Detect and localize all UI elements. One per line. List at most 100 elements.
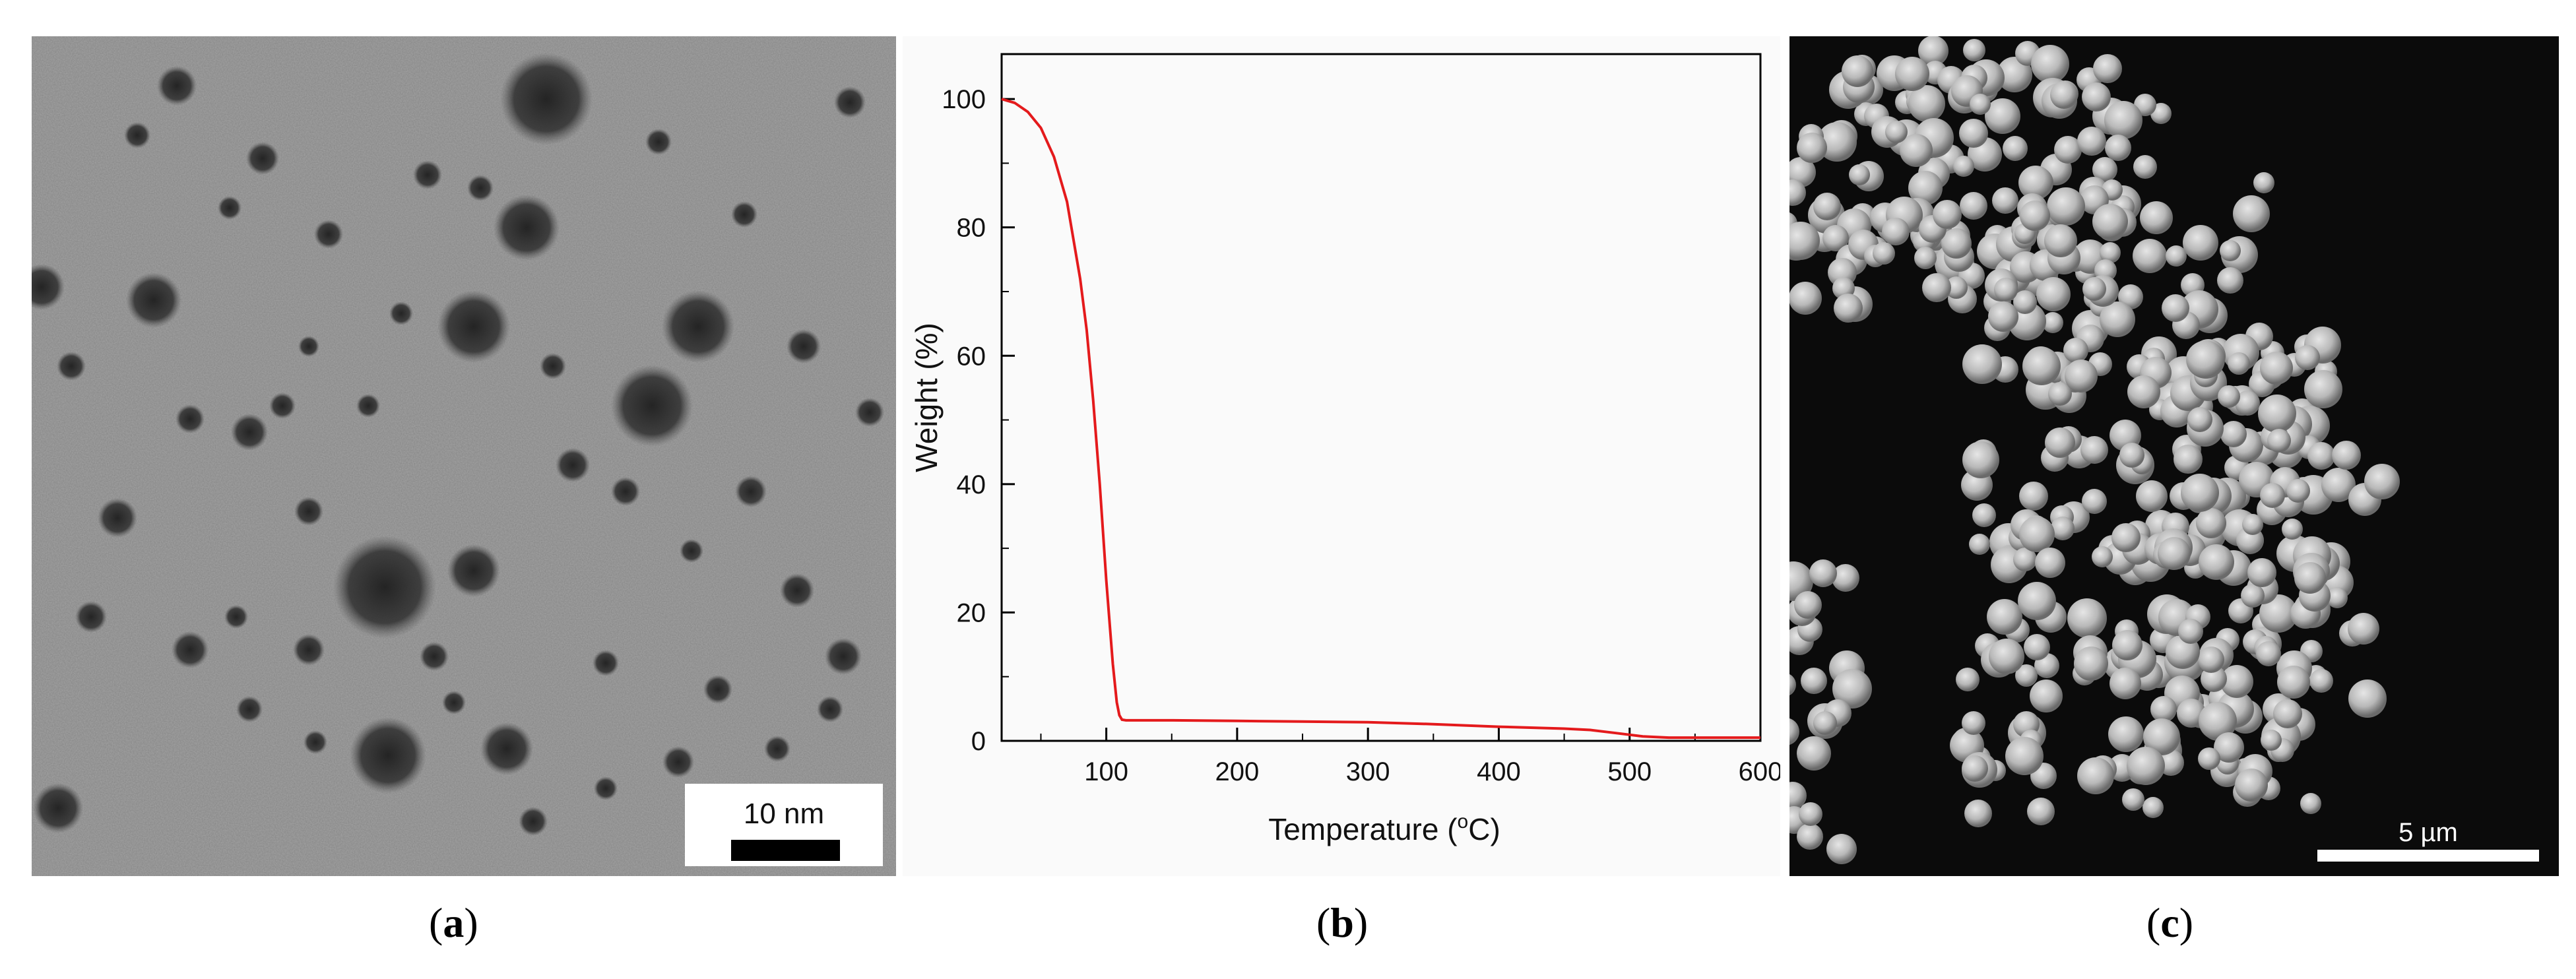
sem-particle	[2077, 757, 2114, 794]
sem-particle	[2111, 523, 2141, 552]
sem-particle	[2220, 665, 2253, 698]
sem-particle	[1789, 782, 1807, 809]
sem-particle	[2198, 747, 2220, 770]
sem-particle	[2332, 441, 2361, 470]
x-tick-label: 500	[1607, 757, 1652, 786]
sem-particle	[2220, 421, 2247, 447]
nanoparticle	[126, 272, 181, 328]
sem-particle	[2300, 793, 2321, 814]
y-tick-label: 100	[942, 85, 986, 114]
sem-particle	[1809, 559, 1837, 587]
x-tick-label: 300	[1346, 757, 1390, 786]
sem-particle	[2235, 391, 2260, 416]
sem-particle	[2260, 483, 2285, 508]
sem-particle	[2127, 747, 2165, 785]
panel-label-b: (b)	[1316, 899, 1368, 946]
y-tick-label: 60	[957, 342, 986, 371]
y-tick-label: 80	[957, 214, 986, 243]
sem-particle	[2309, 669, 2333, 693]
sem-particle	[2348, 679, 2387, 718]
nanoparticle	[124, 122, 150, 148]
sem-particle	[2100, 242, 2121, 263]
chart-background	[903, 36, 1780, 876]
sem-particle	[2003, 136, 2028, 161]
sem-particle	[2080, 436, 2108, 464]
x-tick-label: 400	[1477, 757, 1521, 786]
sem-particle	[2005, 737, 2044, 775]
sem-particle	[2187, 407, 2212, 432]
sem-particle	[2063, 338, 2088, 363]
sem-particle	[1801, 668, 1827, 694]
nanoparticle	[298, 336, 319, 357]
sem-particle	[2140, 201, 2173, 234]
x-tick-label: 100	[1084, 757, 1128, 786]
sem-particle	[2282, 519, 2303, 540]
nanoparticle	[480, 722, 533, 775]
sem-particle	[2241, 584, 2265, 608]
sem-scale-bar	[2317, 850, 2539, 862]
sem-particle	[2181, 474, 2219, 512]
nanoparticle	[269, 393, 296, 419]
sem-particle	[2295, 345, 2320, 370]
sem-particle	[2199, 544, 2234, 580]
sem-scale-bar-label: 5 µm	[2399, 818, 2458, 847]
tga-chart: 100 200 300 400 500 600 0 20 40 60 80 100 Temperatu…	[903, 36, 1780, 876]
sem-particle	[2048, 382, 2072, 406]
y-tick-label: 20	[957, 598, 986, 627]
nanoparticle	[442, 691, 466, 714]
sem-particle	[1922, 273, 1951, 302]
nanoparticle	[413, 160, 442, 189]
sem-particle	[2051, 517, 2075, 540]
nanoparticle	[333, 536, 436, 639]
sem-particle	[2104, 101, 2142, 139]
sem-particle	[2045, 427, 2075, 458]
nanoparticle	[645, 129, 672, 155]
sem-particle	[2020, 201, 2050, 231]
sem-particle	[2183, 225, 2218, 261]
nanoparticle	[356, 394, 380, 418]
nanoparticle	[231, 414, 268, 451]
sem-particle	[2122, 788, 2144, 811]
sem-particle	[1873, 242, 1895, 265]
sem-particle	[2112, 630, 2142, 660]
sem-particle	[1918, 36, 1948, 66]
sem-particle	[1989, 639, 2024, 674]
sem-particle	[1832, 669, 1872, 709]
tem-scale-bar	[731, 840, 840, 861]
sem-particle	[2304, 370, 2342, 408]
sem-particle	[1970, 94, 1991, 115]
sem-particle	[2100, 301, 2135, 337]
sem-particle	[2273, 699, 2302, 728]
nanoparticle	[787, 329, 821, 363]
sem-particle	[1962, 755, 1988, 782]
y-tick-label: 0	[971, 727, 986, 756]
sem-particle	[2082, 82, 2111, 111]
sem-particle	[2242, 514, 2263, 535]
sem-particle	[2024, 634, 2050, 660]
nanoparticle	[157, 66, 197, 106]
nanoparticle	[703, 675, 732, 704]
sem-particle	[2199, 702, 2237, 740]
nanoparticle	[176, 404, 205, 433]
sem-particle	[2092, 157, 2117, 182]
nanoparticle	[519, 807, 548, 836]
sem-particle	[1964, 800, 1992, 827]
sem-particle	[2136, 480, 2168, 512]
sem-particle	[1794, 591, 1822, 619]
nanoparticle	[437, 290, 510, 363]
sem-particle	[1789, 718, 1799, 745]
nanoparticle	[224, 605, 248, 629]
sem-particle	[1956, 668, 1980, 691]
panel-label-c: (c)	[2146, 899, 2194, 946]
sem-particle	[1832, 564, 1859, 592]
nanoparticle	[98, 498, 137, 538]
sem-particle	[1969, 534, 1990, 555]
nanoparticle	[294, 497, 323, 526]
sem-particle	[1789, 674, 1796, 696]
sem-particle	[2074, 647, 2108, 681]
sem-particle	[2092, 546, 2113, 567]
nanoparticle	[467, 175, 494, 201]
sem-particle	[1789, 157, 1816, 187]
tem-image-panel: 10 nm	[32, 36, 896, 876]
nanoparticle	[236, 696, 263, 722]
